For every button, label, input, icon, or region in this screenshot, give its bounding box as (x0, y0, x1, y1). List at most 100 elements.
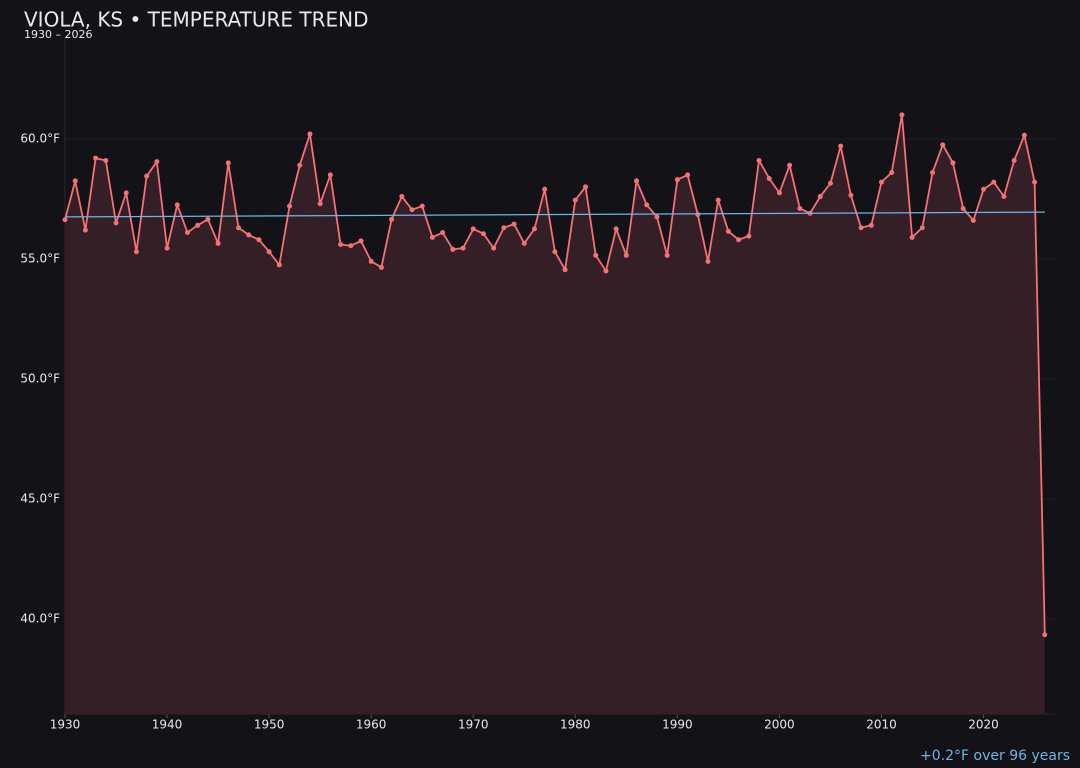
point (82, 227, 88, 233)
point (93, 155, 99, 161)
point (899, 112, 905, 118)
point (419, 203, 425, 209)
y-tick-label: 45.0°F (20, 492, 60, 506)
point (1032, 179, 1038, 185)
point (1011, 157, 1017, 163)
point (736, 237, 742, 243)
point (307, 131, 313, 137)
x-tick-label: 1970 (458, 718, 489, 732)
point (154, 159, 160, 165)
point (797, 206, 803, 212)
point (940, 142, 946, 148)
point (827, 180, 833, 186)
x-tick-label: 2000 (764, 718, 795, 732)
point (858, 225, 864, 231)
point (644, 202, 650, 208)
point (848, 192, 854, 198)
point (572, 197, 578, 203)
y-tick-label: 55.0°F (20, 251, 60, 265)
point (960, 206, 966, 212)
point (950, 160, 956, 166)
point (634, 178, 640, 184)
point (1021, 132, 1027, 138)
point (674, 177, 680, 183)
point (603, 268, 609, 274)
point (317, 201, 323, 207)
point (776, 190, 782, 196)
point (766, 175, 772, 181)
chart-title: VIOLA, KS • TEMPERATURE TREND (24, 8, 369, 32)
point (103, 157, 109, 163)
point (787, 162, 793, 168)
point (440, 230, 446, 236)
point (623, 252, 629, 258)
point (1042, 632, 1048, 638)
area (65, 114, 1045, 715)
point (552, 249, 558, 255)
point (878, 179, 884, 185)
trend-annotation: +0.2°F over 96 years (920, 748, 1070, 764)
point (756, 157, 762, 163)
y-tick-label: 60.0°F (20, 131, 60, 145)
point (338, 242, 344, 248)
point (358, 238, 364, 244)
point (991, 179, 997, 185)
point (409, 207, 415, 213)
point (256, 237, 262, 243)
x-tick-label: 1930 (50, 718, 81, 732)
point (215, 240, 221, 246)
point (981, 186, 987, 192)
point (113, 220, 119, 226)
point (123, 190, 129, 196)
point (970, 218, 976, 224)
point (297, 162, 303, 168)
point (348, 243, 354, 249)
x-tick-label: 2020 (968, 718, 999, 732)
point (583, 184, 589, 190)
point (276, 262, 282, 268)
point (868, 222, 874, 228)
point (429, 234, 435, 240)
point (450, 246, 456, 252)
point (664, 252, 670, 258)
point (389, 216, 395, 222)
point (889, 169, 895, 175)
point (184, 230, 190, 236)
point (287, 203, 293, 209)
point (491, 245, 497, 251)
point (72, 178, 78, 184)
y-tick-label: 40.0°F (20, 612, 60, 626)
point (715, 197, 721, 203)
point (133, 249, 139, 255)
x-tick-label: 1950 (254, 718, 285, 732)
point (378, 264, 384, 270)
point (327, 172, 333, 178)
point (470, 226, 476, 232)
point (562, 267, 568, 273)
point (460, 245, 466, 251)
point (1001, 193, 1007, 199)
point (246, 232, 252, 238)
point (531, 226, 537, 232)
x-tick-label: 1980 (560, 718, 591, 732)
point (501, 225, 507, 231)
point (205, 216, 211, 222)
point (225, 160, 231, 166)
point (593, 252, 599, 258)
x-tick-label: 2010 (866, 718, 897, 732)
chart-subtitle: 1930 – 2026 (24, 28, 92, 41)
point (838, 143, 844, 149)
point (930, 169, 936, 175)
point (685, 172, 691, 178)
point (746, 233, 752, 239)
point (266, 249, 272, 255)
point (695, 212, 701, 218)
point (521, 240, 527, 246)
point (368, 258, 374, 264)
point (480, 231, 486, 237)
point (705, 258, 711, 264)
x-tick-label: 1990 (662, 718, 693, 732)
point (613, 226, 619, 232)
